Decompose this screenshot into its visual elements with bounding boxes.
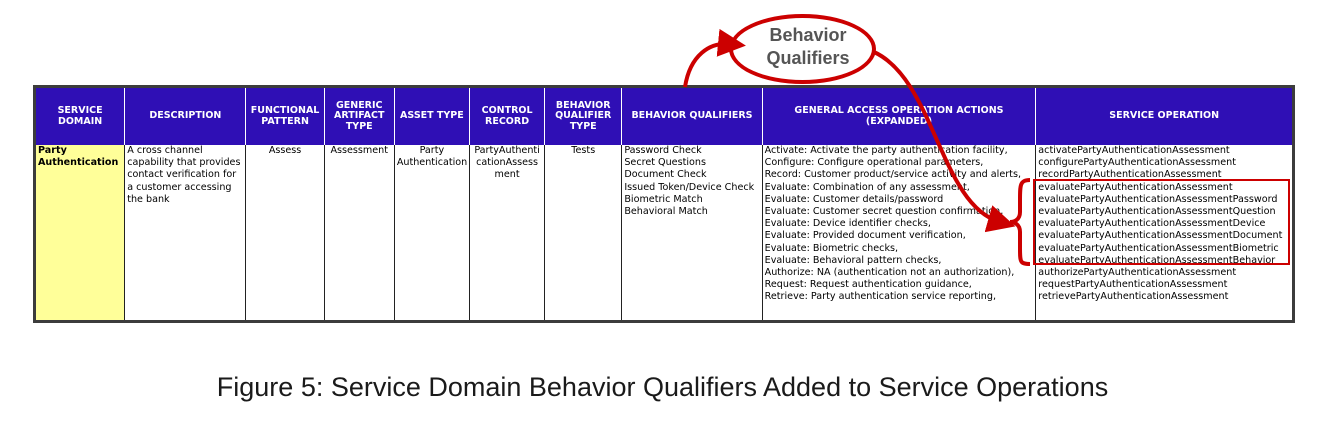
service-operation-item: recordPartyAuthenticationAssessment bbox=[1038, 169, 1222, 181]
service-operation-item: retrievePartyAuthenticationAssessment bbox=[1038, 291, 1229, 303]
cell-asset-type: Party Authentication bbox=[394, 145, 470, 322]
access-action-item: Configure: Configure operational paramet… bbox=[764, 157, 984, 169]
access-action-item: Record: Customer product/service activit… bbox=[764, 169, 1021, 181]
service-operation-item: requestPartyAuthenticationAssessment bbox=[1038, 279, 1228, 291]
service-operation-item: evaluatePartyAuthenticationAssessmentDev… bbox=[1038, 218, 1266, 230]
header-general-access-actions: GENERAL ACCESS OPERATION ACTIONS (EXPAND… bbox=[762, 86, 1037, 145]
access-action-item: Authorize: NA (authentication not an aut… bbox=[764, 267, 1015, 279]
service-operation-item: evaluatePartyAuthenticationAssessmentBio… bbox=[1038, 242, 1279, 254]
table-row: Party Authentication A cross channel cap… bbox=[34, 145, 1294, 322]
header-behavior-qualifier-type: BEHAVIOR QUALIFIER TYPE bbox=[544, 86, 623, 145]
access-action-item: Request: Request authentication guidance… bbox=[764, 279, 972, 291]
access-action-item: Evaluate: Biometric checks, bbox=[764, 242, 899, 254]
access-action-item: Evaluate: Customer details/password bbox=[764, 193, 944, 205]
header-row: SERVICE DOMAIN DESCRIPTION FUNCTIONAL PA… bbox=[34, 86, 1294, 145]
access-action-item: Evaluate: Customer secret question confi… bbox=[764, 206, 1004, 218]
access-action-item: Evaluate: Combination of any assessment, bbox=[764, 181, 970, 193]
header-service-domain: SERVICE DOMAIN bbox=[34, 86, 126, 145]
header-behavior-qualifiers: BEHAVIOR QUALIFIERS bbox=[621, 86, 763, 145]
service-operation-item: evaluatePartyAuthenticationAssessmentQue… bbox=[1038, 206, 1276, 218]
behavior-qualifier-item: Password Check bbox=[624, 145, 702, 156]
behavior-qualifier-item: Document Check bbox=[624, 169, 707, 181]
behavior-qualifiers-callout bbox=[729, 14, 876, 84]
callout-label: Behavior Qualifiers bbox=[729, 24, 887, 70]
cell-control-record: PartyAuthenticationAssessment bbox=[469, 145, 546, 322]
service-domain-table: SERVICE DOMAIN DESCRIPTION FUNCTIONAL PA… bbox=[33, 85, 1295, 323]
behavior-qualifier-item: Biometric Match bbox=[624, 193, 703, 205]
access-action-item: Evaluate: Behavioral pattern checks, bbox=[764, 254, 942, 266]
service-operation-item: evaluatePartyAuthenticationAssessmentPas… bbox=[1038, 193, 1278, 205]
figure-caption: Figure 5: Service Domain Behavior Qualif… bbox=[216, 372, 1109, 402]
evaluate-operations-highlight bbox=[1033, 179, 1290, 265]
service-operation-item: evaluatePartyAuthenticationAssessment bbox=[1038, 181, 1233, 193]
header-asset-type: ASSET TYPE bbox=[394, 86, 470, 145]
cell-description: A cross channel capability that provides… bbox=[124, 145, 247, 322]
behavior-qualifier-item: Behavioral Match bbox=[624, 206, 708, 218]
access-action-item: Activate: Activate the party authenticat… bbox=[764, 145, 1008, 156]
service-operation-item: evaluatePartyAuthenticationAssessmentDoc… bbox=[1038, 230, 1283, 242]
callout-label-line1: Behavior bbox=[769, 25, 847, 45]
header-generic-artifact-type: GENERIC ARTIFACT TYPE bbox=[324, 86, 395, 145]
cell-functional-pattern: Assess bbox=[245, 145, 325, 322]
behavior-qualifier-item: Secret Questions bbox=[624, 157, 706, 169]
cell-behavior-qualifiers: Password Check Secret Questions Document… bbox=[621, 145, 763, 322]
service-operation-item: configurePartyAuthenticationAssessment bbox=[1038, 157, 1236, 169]
callout-label-line2: Qualifiers bbox=[766, 48, 850, 68]
access-action-item: Evaluate: Device identifier checks, bbox=[764, 218, 931, 230]
service-operation-item: evaluatePartyAuthenticationAssessmentBeh… bbox=[1038, 254, 1276, 266]
header-functional-pattern: FUNCTIONAL PATTERN bbox=[245, 86, 325, 145]
cell-service-domain: Party Authentication bbox=[34, 145, 126, 322]
header-description: DESCRIPTION bbox=[124, 86, 247, 145]
cell-service-operation: activatePartyAuthenticationAssessment co… bbox=[1035, 145, 1294, 322]
cell-generic-artifact-type: Assessment bbox=[324, 145, 395, 322]
header-service-operation: SERVICE OPERATION bbox=[1035, 86, 1294, 145]
behavior-qualifier-item: Issued Token/Device Check bbox=[624, 181, 755, 193]
header-control-record: CONTROL RECORD bbox=[469, 86, 546, 145]
service-operation-item: activatePartyAuthenticationAssessment bbox=[1038, 145, 1230, 156]
access-action-item: Evaluate: Provided document verification… bbox=[764, 230, 966, 242]
service-operation-item: authorizePartyAuthenticationAssessment bbox=[1038, 267, 1237, 279]
cell-general-access-actions: Activate: Activate the party authenticat… bbox=[762, 145, 1037, 322]
access-action-item: Retrieve: Party authentication service r… bbox=[764, 291, 996, 303]
arrow-to-behavior-qualifiers-icon bbox=[683, 28, 746, 88]
cell-behavior-qualifier-type: Tests bbox=[544, 145, 623, 322]
